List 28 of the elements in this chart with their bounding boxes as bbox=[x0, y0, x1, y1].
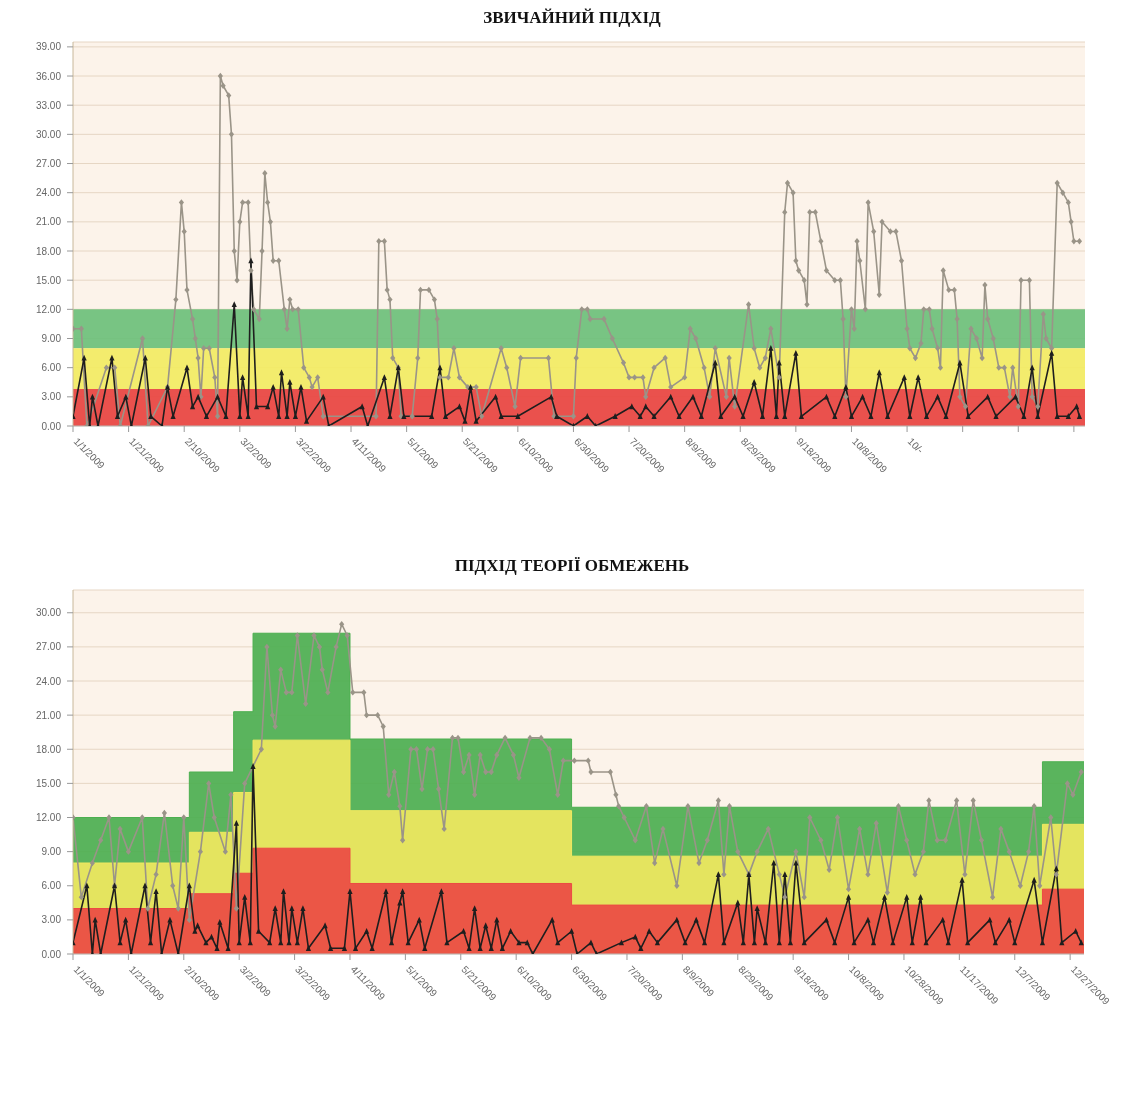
chart-title: ЗВИЧАЙНИЙ ПІДХІД bbox=[482, 8, 662, 28]
y-tick-label: 39.00 bbox=[35, 41, 62, 53]
y-tick-label: 36.00 bbox=[35, 70, 62, 82]
y-tick-label: 9.00 bbox=[41, 846, 62, 858]
y-tick-label: 18.00 bbox=[35, 743, 62, 755]
y-tick-label: 3.00 bbox=[41, 391, 62, 403]
y-tick-label: 9.00 bbox=[41, 333, 62, 345]
y-tick-label: 18.00 bbox=[35, 245, 62, 257]
y-tick-label: 24.00 bbox=[35, 187, 62, 199]
y-tick-label: 27.00 bbox=[35, 641, 62, 653]
y-tick-label: 3.00 bbox=[41, 914, 62, 926]
y-tick-label: 6.00 bbox=[41, 880, 62, 892]
chart-title: ПІДХІД ТЕОРІЇ ОБМЕЖЕНЬ bbox=[453, 556, 691, 576]
y-tick-label: 6.00 bbox=[41, 362, 62, 374]
y-tick-label: 15.00 bbox=[35, 274, 62, 286]
y-tick-label: 30.00 bbox=[35, 607, 62, 619]
x-tick-label: 10/- bbox=[905, 435, 926, 456]
y-tick-label: 30.00 bbox=[35, 128, 62, 140]
y-tick-label: 24.00 bbox=[35, 675, 62, 687]
y-tick-label: 21.00 bbox=[35, 709, 62, 721]
y-tick-label: 21.00 bbox=[35, 216, 62, 228]
y-tick-label: 0.00 bbox=[41, 420, 62, 432]
y-tick-label: 0.00 bbox=[41, 948, 62, 960]
y-tick-label: 12.00 bbox=[35, 812, 62, 823]
y-tick-label: 15.00 bbox=[35, 777, 62, 789]
y-tick-label: 12.00 bbox=[35, 303, 62, 315]
y-tick-label: 33.00 bbox=[35, 99, 62, 111]
y-tick-label: 27.00 bbox=[35, 158, 62, 170]
